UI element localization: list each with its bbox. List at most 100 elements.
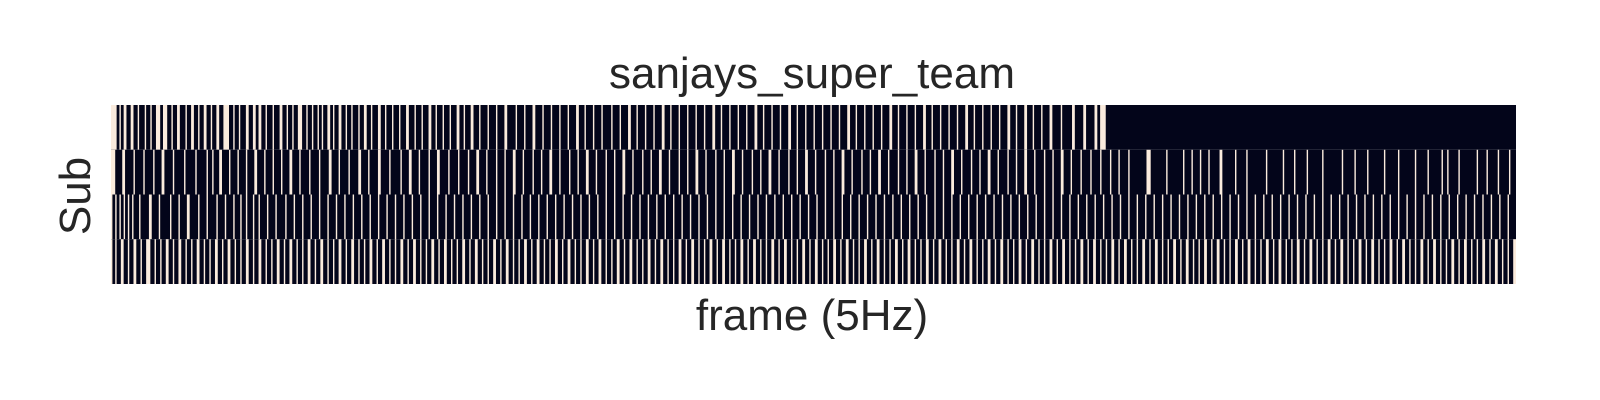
heatmap-cell-row2-29 <box>389 149 391 195</box>
heatmap-cell-row3-26 <box>310 194 312 240</box>
heatmap-cell-row1-123 <box>1060 105 1063 150</box>
heatmap-cell-row2-42 <box>512 149 516 195</box>
heatmap-cell-row2-12 <box>229 149 231 195</box>
heatmap-cell-row3-75 <box>723 194 725 240</box>
heatmap-cell-row2-124 <box>1341 149 1344 195</box>
heatmap-cell-row2-107 <box>1109 149 1112 195</box>
heatmap-cell-row2-135 <box>1486 149 1488 195</box>
heatmap-cell-row1-62 <box>542 105 544 150</box>
heatmap-cell-row4-30 <box>296 239 298 284</box>
heatmap-cell-row4-129 <box>907 239 911 284</box>
heatmap-cell-row3-113 <box>1043 194 1046 240</box>
heatmap-cell-row2-8 <box>195 149 197 195</box>
heatmap-cell-row4-161 <box>1105 239 1108 284</box>
heatmap-cell-row3-136 <box>1237 194 1240 240</box>
heatmap-cell-row3-49 <box>504 194 506 240</box>
heatmap-cell-row4-144 <box>1000 239 1004 284</box>
heatmap-cell-row4-219 <box>1464 239 1467 284</box>
heatmap-cell-row3-123 <box>1128 194 1130 240</box>
heatmap-cell-row4-136 <box>951 239 953 284</box>
heatmap-cell-row2-115 <box>1208 149 1210 195</box>
x-axis-label: frame (5Hz) <box>696 291 928 340</box>
heatmap-cell-row3-28 <box>327 194 329 240</box>
heatmap-cell-row4-45 <box>389 239 391 284</box>
heatmap-cell-row1-96 <box>830 105 832 150</box>
heatmap-cell-row4-176 <box>1198 239 1200 284</box>
heatmap-cell-row4-111 <box>796 239 799 284</box>
heatmap-cell-row4-191 <box>1291 239 1293 284</box>
heatmap-cell-row1-5 <box>144 105 147 150</box>
heatmap-cell-row1-6 <box>150 105 152 150</box>
heatmap-cell-row3-164 <box>1473 194 1476 240</box>
heatmap-cell-row2-26 <box>358 149 362 195</box>
heatmap-cell-row4-58 <box>469 239 471 284</box>
heatmap-cell-row1-31 <box>317 105 319 150</box>
heatmap-cell-row4-157 <box>1080 239 1084 284</box>
heatmap-cell-row4-39 <box>351 239 355 284</box>
heatmap-cell-row4-222 <box>1482 239 1486 284</box>
heatmap-cell-row4-183 <box>1242 239 1244 284</box>
heatmap-cell-row3-150 <box>1355 194 1358 240</box>
heatmap-cell-row4-54 <box>443 239 447 284</box>
heatmap-cell-row4-87 <box>647 239 651 284</box>
heatmap-cell-row1-93 <box>805 105 807 150</box>
heatmap-cell-row3-91 <box>858 194 860 240</box>
heatmap-cell-row1-50 <box>442 105 444 150</box>
heatmap-cell-row3-30 <box>344 194 346 240</box>
heatmap-cell-row1-21 <box>252 105 256 150</box>
heatmap-cell-row1-37 <box>351 105 353 150</box>
heatmap-cell-row2-66 <box>732 149 735 195</box>
heatmap-cell-row4-51 <box>425 239 428 284</box>
heatmap-cell-row2-59 <box>668 149 671 195</box>
heatmap-cell-row4-77 <box>585 239 589 284</box>
heatmap-cell-row1-13 <box>198 105 200 150</box>
heatmap-cell-row4-158 <box>1087 239 1089 284</box>
heatmap-cell-row2-35 <box>448 149 450 195</box>
heatmap-cell-row4-33 <box>314 239 317 284</box>
heatmap-cell-row4-195 <box>1316 239 1318 284</box>
heatmap-cell-row1-1 <box>119 105 121 150</box>
heatmap-cell-row4-130 <box>914 239 917 284</box>
heatmap-cell-row4-167 <box>1142 239 1146 284</box>
heatmap-cell-row3-120 <box>1102 194 1105 240</box>
heatmap-cell-row1-95 <box>821 105 824 150</box>
heatmap-cell-row4-184 <box>1247 239 1251 284</box>
heatmap-cell-row2-111 <box>1166 149 1168 195</box>
heatmap-cell-row2-129 <box>1414 149 1417 195</box>
heatmap-cell-row1-11 <box>185 105 187 150</box>
heatmap-cell-row4-177 <box>1204 239 1207 284</box>
heatmap-cell-row4-187 <box>1265 239 1269 284</box>
heatmap-cell-row2-23 <box>328 149 332 195</box>
heatmap-cell-row1-26 <box>286 105 289 150</box>
heatmap-cell-row1-47 <box>421 105 423 150</box>
heatmap-cell-row3-17 <box>240 194 242 240</box>
heatmap-cell-row1-14 <box>203 105 207 150</box>
heatmap-cell-row2-62 <box>695 149 699 195</box>
heatmap-cell-row1-22 <box>258 105 262 150</box>
heatmap-cell-row1-85 <box>737 105 740 150</box>
heatmap-cell-row3-97 <box>909 194 911 240</box>
heatmap-cell-row4-112 <box>802 239 806 284</box>
heatmap-cell-row2-24 <box>338 149 341 195</box>
heatmap-cell-row2-113 <box>1191 149 1193 195</box>
heatmap-cell-row4-174 <box>1185 239 1189 284</box>
heatmap-cell-row1-64 <box>559 105 561 150</box>
heatmap-cell-row3-108 <box>1001 194 1004 240</box>
heatmap-cell-row3-148 <box>1338 194 1341 240</box>
heatmap-cell-row4-199 <box>1340 239 1344 284</box>
heatmap-cell-row4-13 <box>191 239 193 284</box>
heatmap-cell-row2-73 <box>796 149 799 195</box>
heatmap-cell-row4-97 <box>709 239 713 284</box>
heatmap-cell-row2-27 <box>368 149 370 195</box>
heatmap-cell-row4-224 <box>1494 239 1498 284</box>
heatmap-cell-row3-144 <box>1305 194 1307 240</box>
heatmap-cell-row3-2 <box>119 194 121 240</box>
heatmap-cell-row1-35 <box>338 105 342 150</box>
heatmap-cell-row2-34 <box>436 149 440 195</box>
heatmap-cell-row3-87 <box>824 194 827 240</box>
heatmap-cell-row2-53 <box>613 149 616 195</box>
heatmap-cell-row1-101 <box>872 105 874 150</box>
heatmap-cell-row1-89 <box>771 105 773 150</box>
heatmap-cell-row3-68 <box>664 194 666 240</box>
heatmap-cell-row4-164 <box>1124 239 1127 284</box>
